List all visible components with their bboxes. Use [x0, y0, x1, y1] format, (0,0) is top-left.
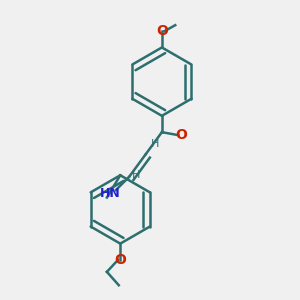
Text: H: H: [151, 139, 159, 149]
Text: O: O: [114, 253, 126, 267]
Text: HN: HN: [100, 187, 120, 200]
Text: H: H: [132, 170, 140, 180]
Text: O: O: [175, 128, 187, 142]
Text: O: O: [156, 24, 168, 38]
